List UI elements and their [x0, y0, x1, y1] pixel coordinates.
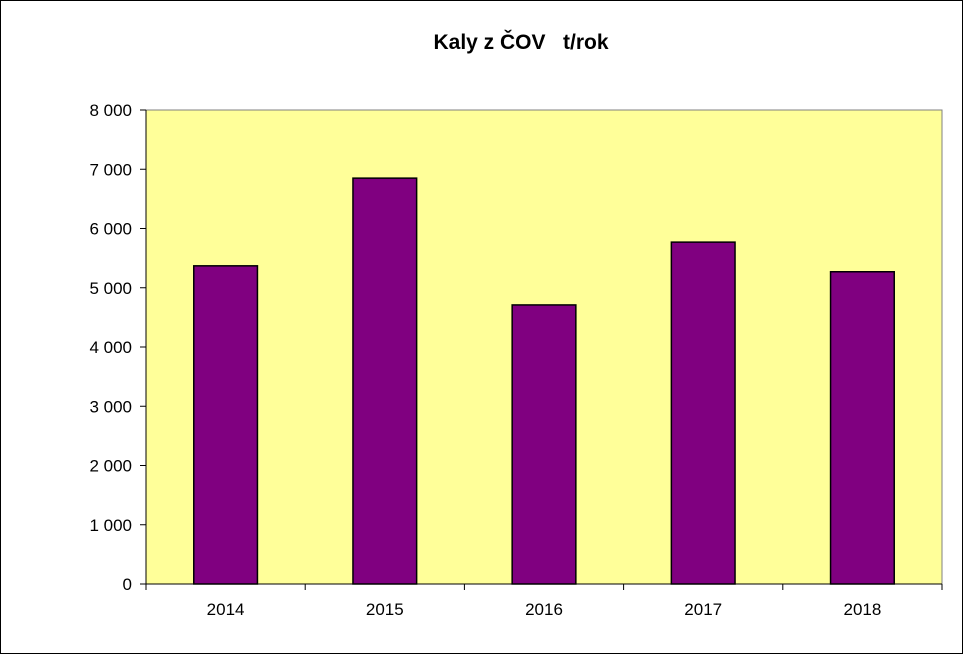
bar-2015 [352, 177, 418, 585]
bar-2014 [193, 265, 259, 585]
y-tick-label: 6 000 [89, 220, 132, 239]
y-tick-label: 1 000 [89, 516, 132, 535]
y-tick-label: 4 000 [89, 338, 132, 357]
x-tick-label: 2017 [684, 600, 722, 619]
y-tick-label: 2 000 [89, 457, 132, 476]
bar-2016 [511, 304, 577, 585]
x-tick-label: 2016 [525, 600, 563, 619]
y-tick-label: 5 000 [89, 279, 132, 298]
y-tick-label: 0 [123, 575, 132, 594]
y-tick-label: 7 000 [89, 160, 132, 179]
chart-title: Kaly z ČOV t/rok [433, 30, 608, 54]
bars-layer [193, 177, 895, 585]
x-tick-label: 2015 [366, 600, 404, 619]
y-tick-label: 3 000 [89, 397, 132, 416]
x-tick-label: 2014 [207, 600, 245, 619]
bar-2018 [829, 271, 895, 585]
bar-2017 [670, 241, 736, 585]
x-tick-label: 2018 [843, 600, 881, 619]
axes-layer: 0 1 000 2 000 3 000 4 000 5 000 6 000 7 000 8 00… [89, 101, 943, 619]
y-tick-label: 8 000 [89, 101, 132, 120]
